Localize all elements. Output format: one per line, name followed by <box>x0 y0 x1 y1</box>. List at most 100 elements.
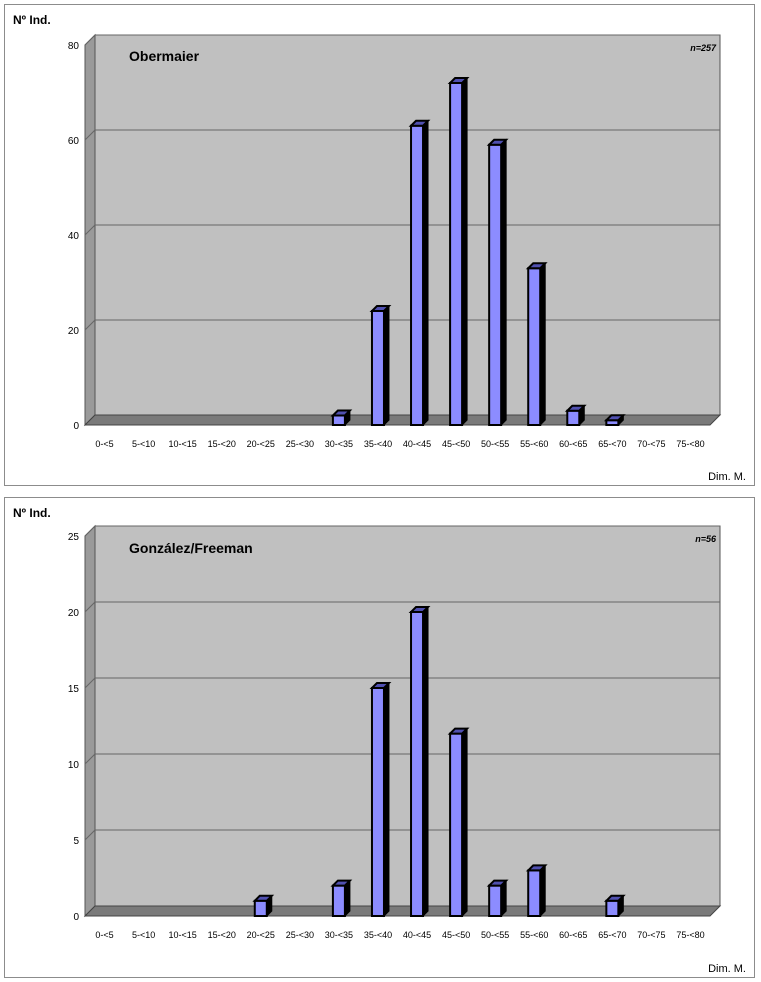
x-tick-label: 15-<20 <box>208 439 236 449</box>
bar-front <box>488 143 503 426</box>
x-tick-label: 35-<40 <box>364 930 392 940</box>
gridline-depth <box>84 129 96 141</box>
x-tick-label: 25-<30 <box>286 439 314 449</box>
bar <box>486 879 509 918</box>
y-tick-label: 20 <box>68 608 80 619</box>
bar-front <box>605 899 620 917</box>
bar-front <box>331 414 346 426</box>
chart-title: González/Freeman <box>129 540 253 556</box>
bar-front <box>370 310 385 426</box>
bar-side <box>617 414 624 427</box>
bar <box>603 414 626 427</box>
x-tick-label: 55-<60 <box>520 930 548 940</box>
bar-front <box>488 884 503 918</box>
bar <box>603 894 626 918</box>
bar-side <box>344 879 351 918</box>
bar-front <box>331 884 346 918</box>
bar <box>408 605 431 918</box>
gridline-depth <box>84 224 96 236</box>
gridline-depth <box>84 829 96 841</box>
bar-side <box>461 76 468 427</box>
x-tick-label: 20-<25 <box>247 930 275 940</box>
bar <box>486 138 509 427</box>
bar <box>330 409 353 427</box>
bar <box>252 894 275 918</box>
y-tick-label: 25 <box>68 532 80 543</box>
chart-panel-gonzalez-freeman: Nº Ind. 0 5 10 15 20 25 0-<5 5-<10 10-<15 15-<20 2… <box>4 497 755 978</box>
x-tick-label: 70-<75 <box>637 930 665 940</box>
y-tick-label: 20 <box>68 326 80 337</box>
y-tick-label: 15 <box>68 684 80 695</box>
plot-back-wall <box>94 525 721 907</box>
gridline-depth <box>84 753 96 765</box>
bar <box>408 119 431 427</box>
bar <box>564 404 587 427</box>
plot-floor <box>83 414 722 426</box>
x-tick-label: 5-<10 <box>132 439 155 449</box>
x-tick-label: 45-<50 <box>442 439 470 449</box>
bar-side <box>344 409 351 427</box>
x-axis-label: Dim. M. <box>708 963 746 975</box>
gridline-depth <box>84 677 96 689</box>
bar-front <box>527 869 542 917</box>
chart-title: Obermaier <box>129 48 200 64</box>
bar-chart-gonzalez-freeman: 0 5 10 15 20 25 0-<5 5-<10 10-<15 15-<20 20-<25 25-… <box>68 524 722 940</box>
bar-front <box>449 732 464 917</box>
bar <box>447 727 470 918</box>
bar-side <box>578 404 585 427</box>
x-tick-label: 45-<50 <box>442 930 470 940</box>
bar-front <box>410 124 425 426</box>
x-tick-label: 10-<15 <box>169 439 197 449</box>
x-tick-label: 10-<15 <box>169 930 197 940</box>
x-tick-label: 25-<30 <box>286 930 314 940</box>
bar-front <box>410 611 425 917</box>
x-tick-label: 20-<25 <box>247 439 275 449</box>
x-tick-label: 70-<75 <box>637 439 665 449</box>
x-tick-label: 15-<20 <box>208 930 236 940</box>
bar-side <box>539 262 546 427</box>
y-tick-label: 40 <box>68 231 80 242</box>
gridline-depth <box>84 525 96 537</box>
bar-front <box>566 409 581 426</box>
gridline-depth <box>84 319 96 331</box>
y-tick-label: 80 <box>68 41 80 52</box>
x-tick-label: 65-<70 <box>598 439 626 449</box>
x-tick-label: 60-<65 <box>559 930 587 940</box>
bar-side <box>266 894 273 918</box>
chart-panel-obermaier: Nº Ind. 0 20 40 60 80 0-<5 5-<10 10-<15 15-<20 20… <box>4 4 755 486</box>
plot-side-wall <box>84 524 96 918</box>
x-tick-label: 30-<35 <box>325 439 353 449</box>
bar-side <box>461 727 468 918</box>
bar-chart-obermaier: 0 20 40 60 80 0-<5 5-<10 10-<15 15-<20 20-<25 25-<… <box>68 33 722 449</box>
y-tick-label: 10 <box>68 760 80 771</box>
bar-side <box>383 304 390 427</box>
bar-side <box>617 894 624 918</box>
x-tick-label: 60-<65 <box>559 439 587 449</box>
bar <box>525 864 548 918</box>
bar-side <box>500 879 507 918</box>
x-tick-label: 55-<60 <box>520 439 548 449</box>
x-tick-label: 0-<5 <box>95 439 113 449</box>
bar <box>447 76 470 427</box>
bar <box>369 304 392 427</box>
sample-size-label: n=257 <box>690 43 717 53</box>
y-tick-label: 0 <box>73 421 79 432</box>
x-tick-label: 75-<80 <box>676 439 704 449</box>
sample-size-label: n=56 <box>695 534 717 544</box>
x-tick-label: 30-<35 <box>325 930 353 940</box>
x-tick-label: 65-<70 <box>598 930 626 940</box>
y-axis-label: Nº Ind. <box>13 13 51 27</box>
x-tick-label: 35-<40 <box>364 439 392 449</box>
bar-side <box>539 864 546 918</box>
y-tick-label: 0 <box>73 912 79 923</box>
bar <box>369 681 392 918</box>
bar-front <box>527 267 542 426</box>
bar-side <box>422 119 429 427</box>
gridline-depth <box>84 601 96 613</box>
x-tick-label: 5-<10 <box>132 930 155 940</box>
x-tick-label: 50-<55 <box>481 439 509 449</box>
x-tick-label: 40-<45 <box>403 439 431 449</box>
y-axis-label: Nº Ind. <box>13 506 51 520</box>
bar <box>525 262 548 427</box>
x-tick-label: 0-<5 <box>95 930 113 940</box>
